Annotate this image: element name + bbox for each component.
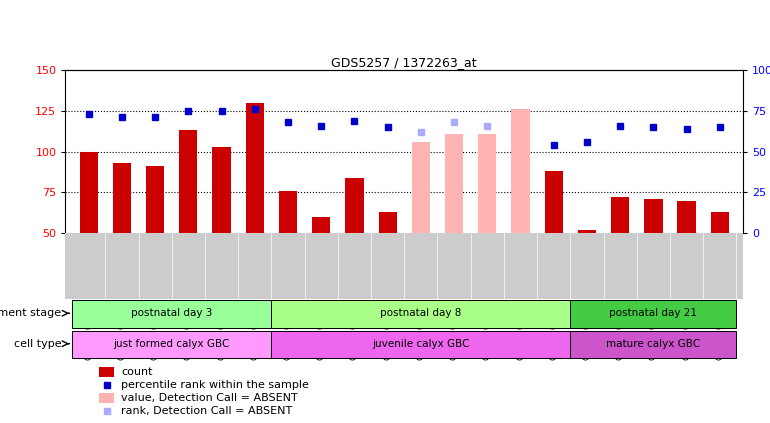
Bar [72, 331, 271, 358]
Bar [678, 201, 696, 233]
Bar [711, 212, 729, 233]
Bar [445, 134, 464, 233]
Bar [146, 166, 164, 233]
Text: mature calyx GBC: mature calyx GBC [606, 339, 701, 349]
Text: just formed calyx GBC: just formed calyx GBC [113, 339, 230, 349]
Text: rank, Detection Call = ABSENT: rank, Detection Call = ABSENT [121, 407, 293, 416]
Bar [279, 191, 297, 233]
Bar [571, 331, 736, 358]
Bar [179, 130, 197, 233]
Text: postnatal day 21: postnatal day 21 [609, 308, 698, 318]
Bar [213, 147, 231, 233]
Bar [246, 103, 264, 233]
Bar [99, 393, 114, 404]
Title: GDS5257 / 1372263_at: GDS5257 / 1372263_at [331, 56, 477, 69]
Text: postnatal day 3: postnatal day 3 [131, 308, 213, 318]
Bar [478, 134, 497, 233]
Bar [72, 300, 271, 327]
Bar [412, 142, 430, 233]
Bar [271, 331, 571, 358]
Bar [644, 199, 662, 233]
Bar [379, 212, 397, 233]
Bar [578, 230, 596, 233]
Text: cell type: cell type [14, 339, 62, 349]
Bar [271, 300, 571, 327]
Bar [544, 171, 563, 233]
Bar [99, 367, 114, 377]
Bar [312, 217, 330, 233]
Bar [611, 197, 629, 233]
Text: value, Detection Call = ABSENT: value, Detection Call = ABSENT [121, 393, 298, 403]
Text: juvenile calyx GBC: juvenile calyx GBC [372, 339, 470, 349]
Text: development stage: development stage [0, 308, 62, 318]
Bar [571, 300, 736, 327]
Bar [79, 152, 98, 233]
Text: postnatal day 8: postnatal day 8 [380, 308, 461, 318]
Text: count: count [121, 367, 152, 377]
Text: percentile rank within the sample: percentile rank within the sample [121, 380, 309, 390]
Bar [112, 163, 131, 233]
Bar [511, 109, 530, 233]
Bar [345, 178, 363, 233]
